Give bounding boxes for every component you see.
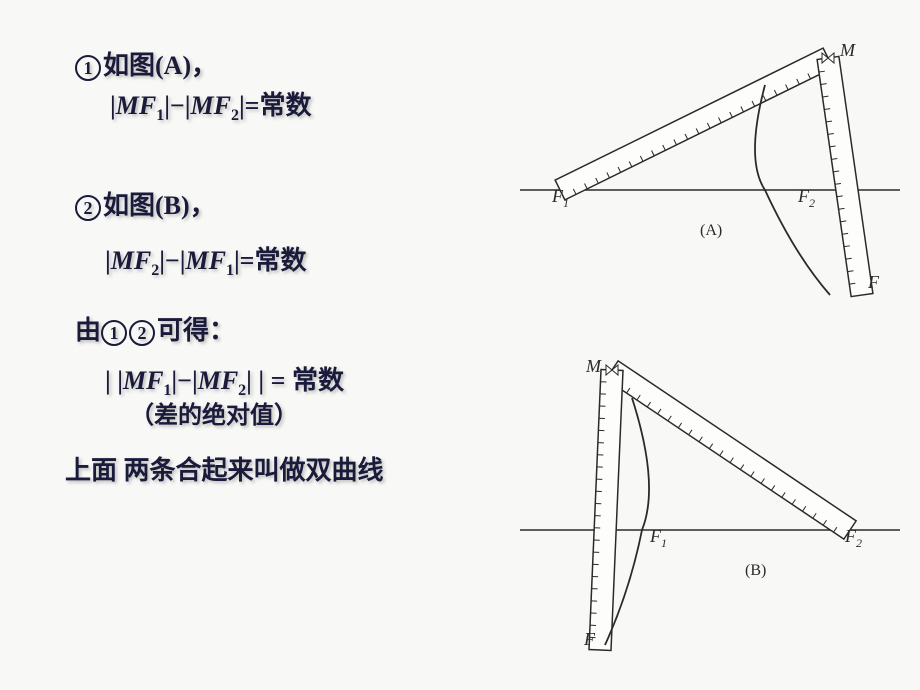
item2-comma: ， xyxy=(190,191,216,220)
item2-prefix: 如图 xyxy=(103,191,155,220)
circled-1b: 1 xyxy=(101,320,127,346)
circled-1: 1 xyxy=(75,55,101,81)
svg-text:(B): (B) xyxy=(745,562,766,579)
svg-text:F: F xyxy=(867,272,880,292)
line5a: 由 xyxy=(75,316,101,345)
item1-prefix: 如图 xyxy=(103,51,155,80)
derivation-line: 由12可得： xyxy=(75,310,235,347)
svg-text:(A): (A) xyxy=(700,222,722,239)
circled-2b: 2 xyxy=(129,320,155,346)
diagram-a-svg: F1F2MF(A) xyxy=(520,30,900,310)
formula-2: |MF2|−|MF1|=常数 xyxy=(105,240,307,280)
item-2: 2如图(B)， xyxy=(75,185,216,222)
item2-figref: (B) xyxy=(155,191,190,220)
abs-note: （差的绝对值） xyxy=(130,395,298,430)
svg-text:F: F xyxy=(583,629,596,649)
circled-2: 2 xyxy=(75,195,101,221)
diagram-b-svg: F1F2MF(B) xyxy=(520,330,900,670)
line5b: 可得： xyxy=(157,316,235,345)
svg-text:M: M xyxy=(585,356,602,376)
svg-text:M: M xyxy=(839,40,856,60)
item1-figref: (A) xyxy=(155,51,191,80)
item1-comma: ， xyxy=(191,51,217,80)
conclusion: 上面 两条合起来叫做双曲线 xyxy=(65,450,384,487)
diagram-a: F1F2MF(A) xyxy=(520,30,900,300)
formula-1: |MF1|−|MF2|=常数 xyxy=(110,85,312,125)
diagram-b: F1F2MF(B) xyxy=(520,330,900,670)
item-1: 1如图(A)， xyxy=(75,45,217,82)
